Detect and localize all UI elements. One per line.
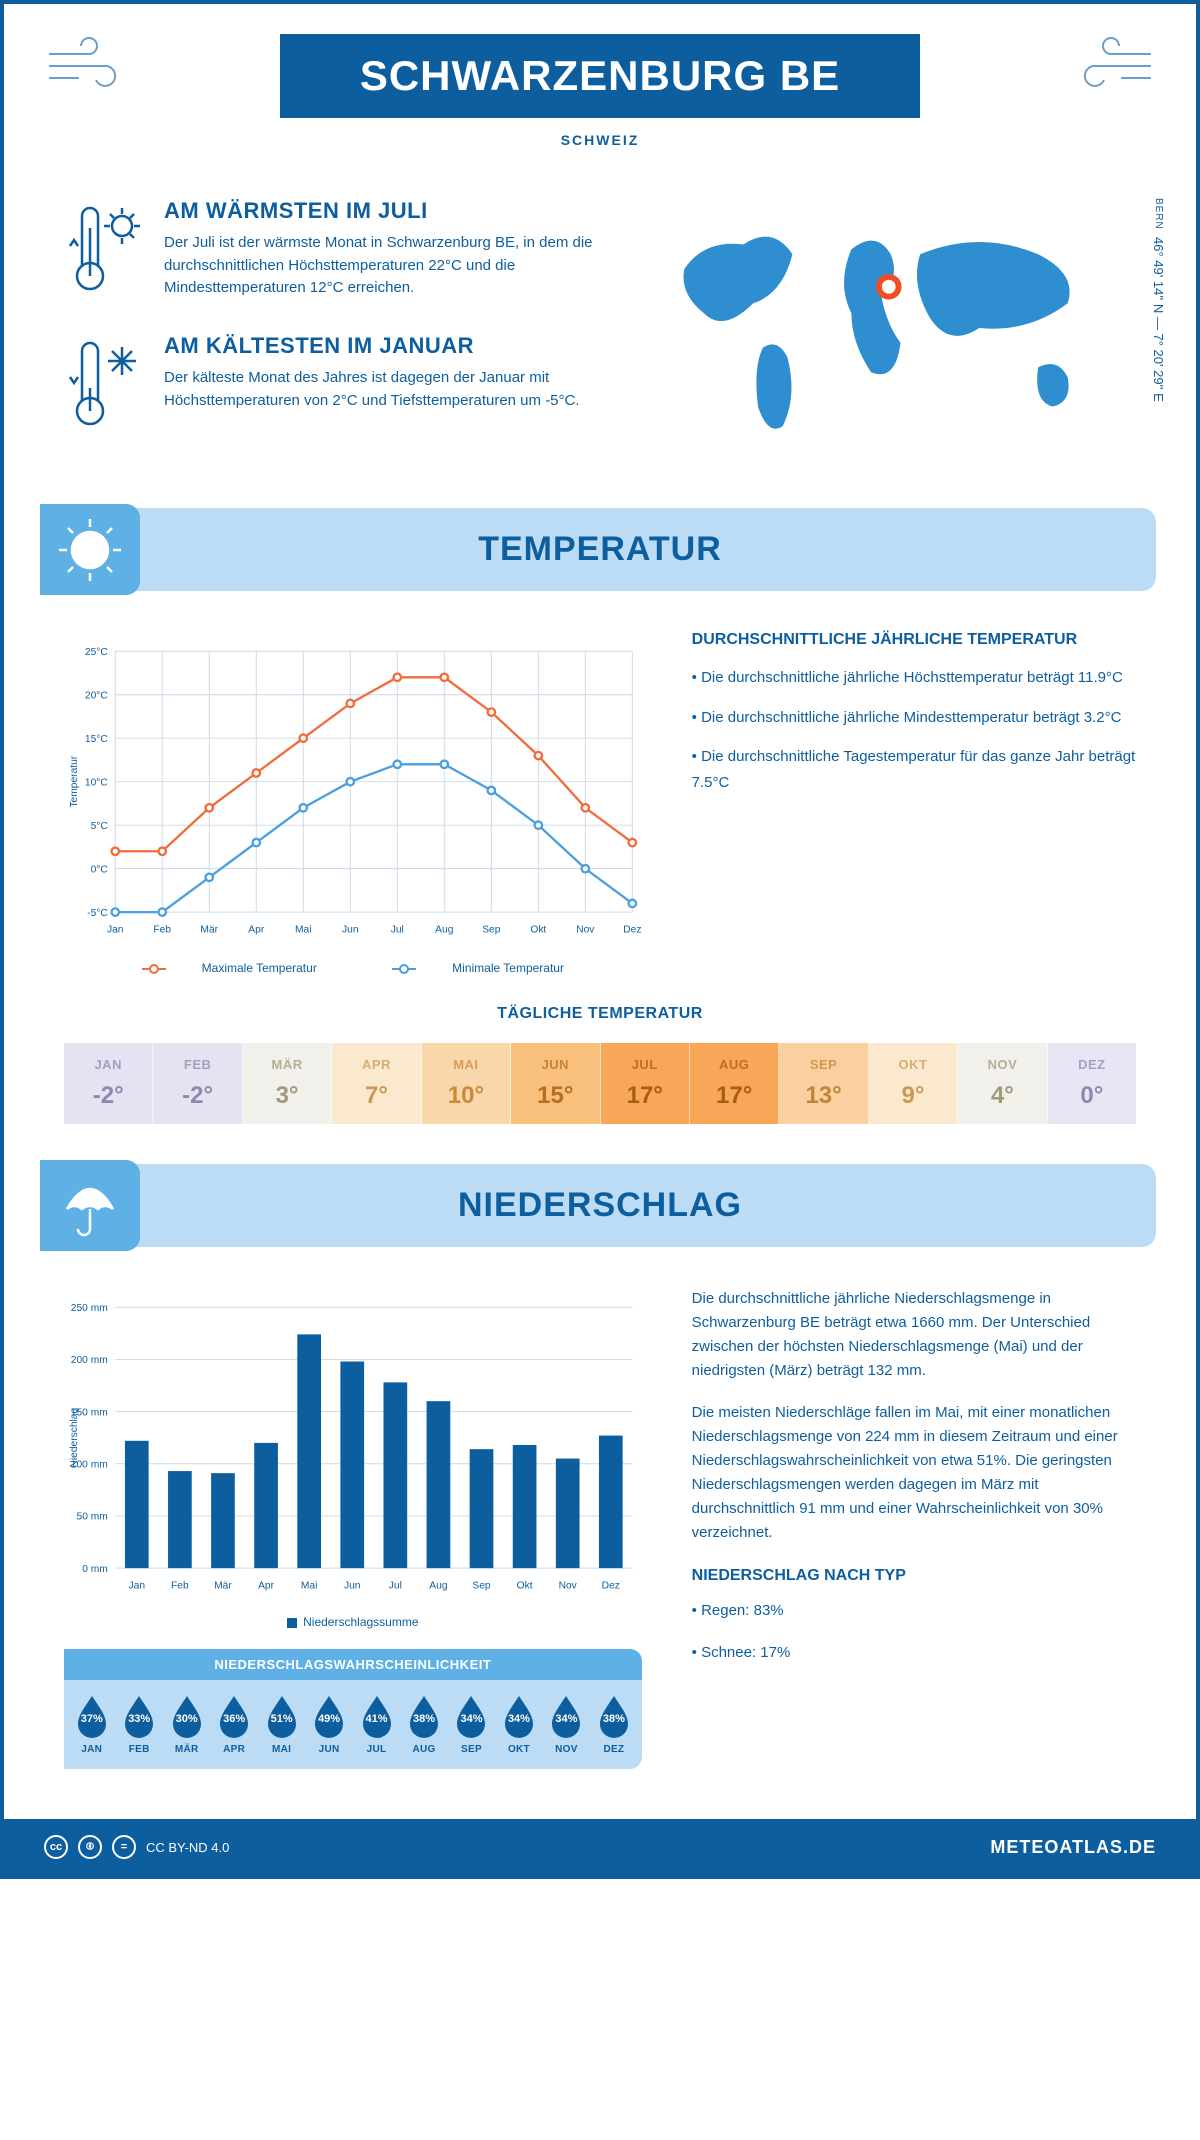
prob-cell: 41%JUL: [353, 1694, 400, 1755]
svg-text:Aug: Aug: [429, 1581, 448, 1592]
svg-text:0°C: 0°C: [91, 864, 108, 875]
daily-temp-cell: OKT9°: [869, 1043, 958, 1124]
precipitation-summary: Die durchschnittliche jährliche Niedersc…: [692, 1287, 1136, 1769]
brand: METEOATLAS.DE: [990, 1837, 1156, 1858]
precipitation-probability: NIEDERSCHLAGSWAHRSCHEINLICHKEIT 37%JAN33…: [64, 1649, 642, 1769]
svg-text:Okt: Okt: [517, 1581, 533, 1592]
svg-text:15°C: 15°C: [85, 734, 108, 745]
thermometer-cold-icon: [64, 333, 144, 438]
prob-cell: 38%DEZ: [590, 1694, 637, 1755]
svg-text:0 mm: 0 mm: [82, 1564, 108, 1575]
warmest-title: AM WÄRMSTEN IM JULI: [164, 198, 605, 224]
svg-text:Feb: Feb: [153, 925, 171, 936]
svg-text:Sep: Sep: [472, 1581, 491, 1592]
svg-text:200 mm: 200 mm: [71, 1355, 108, 1366]
prob-cell: 38%AUG: [400, 1694, 447, 1755]
coordinates: BERN 46° 49' 14'' N — 7° 20' 29'' E: [1151, 198, 1166, 402]
svg-text:50 mm: 50 mm: [77, 1512, 108, 1523]
svg-text:25°C: 25°C: [85, 647, 108, 658]
daily-temp-cell: SEP13°: [779, 1043, 868, 1124]
daily-temperature-table: TÄGLICHE TEMPERATUR JAN-2°FEB-2°MÄR3°APR…: [4, 1005, 1196, 1164]
precipitation-bar-chart: 0 mm50 mm100 mm150 mm200 mm250 mmJanFebM…: [64, 1287, 642, 1769]
section-title: TEMPERATUR: [44, 530, 1156, 569]
prob-cell: 34%NOV: [543, 1694, 590, 1755]
page-title: SCHWARZENBURG BE: [360, 52, 840, 100]
section-temperature: TEMPERATUR: [44, 508, 1156, 591]
svg-text:Mär: Mär: [214, 1581, 232, 1592]
prob-cell: 33%FEB: [115, 1694, 162, 1755]
svg-text:Dez: Dez: [602, 1581, 620, 1592]
section-title: NIEDERSCHLAG: [44, 1186, 1156, 1225]
svg-text:20°C: 20°C: [85, 690, 108, 701]
temperature-line-chart: -5°C 0°C 5°C 10°C 15°C 20°C 25°C Jan Feb Mär Apr Ma…: [64, 631, 642, 975]
prob-cell: 36%APR: [210, 1694, 257, 1755]
temperature-summary: DURCHSCHNITTLICHE JÄHRLICHE TEMPERATUR •…: [692, 631, 1136, 975]
prob-cell: 49%JUN: [305, 1694, 352, 1755]
svg-text:Niederschlag: Niederschlag: [69, 1408, 80, 1468]
warmest-block: AM WÄRMSTEN IM JULI Der Juli ist der wär…: [64, 198, 605, 303]
daily-temp-cell: DEZ0°: [1048, 1043, 1136, 1124]
daily-temp-cell: JUN15°: [511, 1043, 600, 1124]
wind-icon: [1066, 34, 1156, 99]
prob-cell: 51%MAI: [258, 1694, 305, 1755]
section-precipitation: NIEDERSCHLAG: [44, 1164, 1156, 1247]
prob-cell: 37%JAN: [68, 1694, 115, 1755]
footer: cc🅯= CC BY-ND 4.0 METEOATLAS.DE: [4, 1819, 1196, 1875]
prob-cell: 34%SEP: [448, 1694, 495, 1755]
daily-temp-cell: AUG17°: [690, 1043, 779, 1124]
coldest-title: AM KÄLTESTEN IM JANUAR: [164, 333, 605, 359]
svg-text:Nov: Nov: [559, 1581, 578, 1592]
world-map: BERN 46° 49' 14'' N — 7° 20' 29'' E: [645, 198, 1136, 468]
daily-temp-cell: JUL17°: [601, 1043, 690, 1124]
svg-text:10°C: 10°C: [85, 777, 108, 788]
svg-text:Feb: Feb: [171, 1581, 189, 1592]
svg-text:Jul: Jul: [389, 1581, 402, 1592]
warmest-text: Der Juli ist der wärmste Monat in Schwar…: [164, 232, 605, 300]
daily-temp-cell: APR7°: [332, 1043, 421, 1124]
thermometer-hot-icon: [64, 198, 144, 303]
svg-text:Mai: Mai: [301, 1581, 318, 1592]
svg-text:5°C: 5°C: [91, 821, 108, 832]
svg-text:Sep: Sep: [482, 925, 501, 936]
svg-text:Aug: Aug: [435, 925, 454, 936]
coldest-text: Der kälteste Monat des Jahres ist dagege…: [164, 367, 605, 412]
svg-text:250 mm: 250 mm: [71, 1303, 108, 1314]
header: SCHWARZENBURG BE SCHWEIZ: [4, 4, 1196, 168]
svg-text:Nov: Nov: [576, 925, 595, 936]
svg-text:Mai: Mai: [295, 925, 311, 936]
coldest-block: AM KÄLTESTEN IM JANUAR Der kälteste Mona…: [64, 333, 605, 438]
svg-text:Jul: Jul: [391, 925, 404, 936]
svg-text:Apr: Apr: [258, 1581, 275, 1592]
svg-text:Jan: Jan: [129, 1581, 146, 1592]
svg-text:Jun: Jun: [342, 925, 359, 936]
umbrella-icon: [40, 1160, 140, 1251]
svg-text:Mär: Mär: [200, 925, 218, 936]
daily-temp-cell: MAI10°: [422, 1043, 511, 1124]
svg-text:-5°C: -5°C: [87, 908, 108, 919]
sun-icon: [40, 504, 140, 595]
prob-cell: 30%MÄR: [163, 1694, 210, 1755]
daily-temp-cell: MÄR3°: [243, 1043, 332, 1124]
daily-temp-cell: JAN-2°: [64, 1043, 153, 1124]
subtitle: SCHWEIZ: [44, 132, 1156, 148]
daily-temp-cell: FEB-2°: [153, 1043, 242, 1124]
svg-text:Temperatur: Temperatur: [69, 755, 80, 807]
wind-icon: [44, 34, 134, 99]
prob-cell: 34%OKT: [495, 1694, 542, 1755]
daily-temp-cell: NOV4°: [958, 1043, 1047, 1124]
svg-text:Dez: Dez: [623, 925, 641, 936]
svg-text:Apr: Apr: [248, 925, 265, 936]
license: cc🅯= CC BY-ND 4.0: [44, 1835, 229, 1859]
title-banner: SCHWARZENBURG BE: [280, 34, 920, 118]
svg-text:Okt: Okt: [530, 925, 546, 936]
svg-text:Jan: Jan: [107, 925, 124, 936]
svg-text:Jun: Jun: [344, 1581, 361, 1592]
